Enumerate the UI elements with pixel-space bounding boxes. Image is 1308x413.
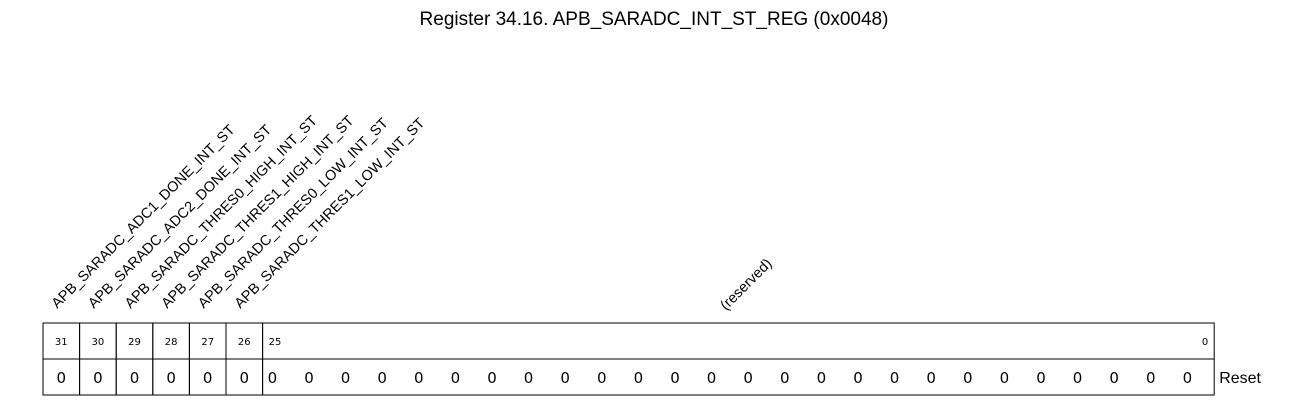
reset-value: 0 bbox=[1183, 369, 1193, 387]
reset-value: 0 bbox=[890, 369, 900, 387]
bit-number-msb: 25 bbox=[269, 337, 282, 348]
reset-value: 0 bbox=[597, 369, 607, 387]
reset-value: 0 bbox=[487, 369, 497, 387]
reset-value: 0 bbox=[240, 369, 250, 387]
reset-value: 0 bbox=[817, 369, 827, 387]
reset-value: 0 bbox=[963, 369, 973, 387]
bit-number-cell bbox=[262, 322, 1215, 360]
reset-value: 0 bbox=[377, 369, 387, 387]
bit-number: 28 bbox=[165, 337, 178, 348]
reset-label: Reset bbox=[1219, 370, 1261, 387]
reset-value: 0 bbox=[634, 369, 644, 387]
reset-value: 0 bbox=[670, 369, 680, 387]
reset-value: 0 bbox=[451, 369, 461, 387]
bit-number: 30 bbox=[92, 337, 105, 348]
reset-value: 0 bbox=[1036, 369, 1046, 387]
reset-value: 0 bbox=[268, 369, 278, 387]
reset-value-cell bbox=[262, 358, 1215, 396]
reset-value: 0 bbox=[1073, 369, 1083, 387]
reset-value: 0 bbox=[414, 369, 424, 387]
reset-value: 0 bbox=[1109, 369, 1119, 387]
reset-value: 0 bbox=[130, 369, 140, 387]
reset-value: 0 bbox=[780, 369, 790, 387]
reset-value: 0 bbox=[57, 369, 67, 387]
reset-value: 0 bbox=[853, 369, 863, 387]
reset-value: 0 bbox=[560, 369, 570, 387]
reset-value: 0 bbox=[1000, 369, 1010, 387]
reset-value: 0 bbox=[1146, 369, 1156, 387]
bit-number: 26 bbox=[238, 337, 251, 348]
reset-value: 0 bbox=[341, 369, 351, 387]
bit-number-lsb: 0 bbox=[1202, 337, 1208, 348]
reset-value: 0 bbox=[707, 369, 717, 387]
reset-value: 0 bbox=[524, 369, 534, 387]
bit-number: 29 bbox=[128, 337, 141, 348]
reset-value: 0 bbox=[304, 369, 314, 387]
register-title: Register 34.16. APB_SARADC_INT_ST_REG (0… bbox=[419, 9, 889, 30]
bit-number: 27 bbox=[201, 337, 214, 348]
reset-value: 0 bbox=[926, 369, 936, 387]
reset-value: 0 bbox=[166, 369, 176, 387]
reset-value: 0 bbox=[203, 369, 213, 387]
field-label: (reserved) bbox=[718, 256, 776, 314]
reset-value: 0 bbox=[743, 369, 753, 387]
bit-number: 31 bbox=[55, 337, 68, 348]
reset-value: 0 bbox=[93, 369, 103, 387]
